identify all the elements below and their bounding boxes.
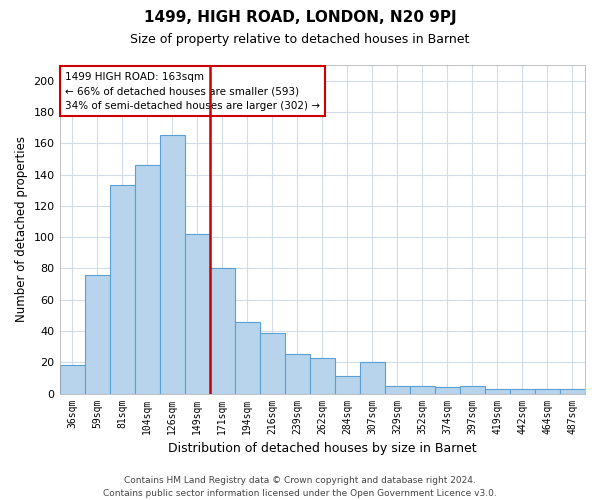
- Bar: [460, 386, 485, 394]
- Bar: [410, 386, 435, 394]
- Bar: [235, 322, 260, 394]
- Bar: [435, 388, 460, 394]
- X-axis label: Distribution of detached houses by size in Barnet: Distribution of detached houses by size …: [168, 442, 476, 455]
- Bar: [285, 354, 310, 394]
- Bar: [535, 389, 560, 394]
- Bar: [260, 332, 285, 394]
- Bar: [110, 186, 134, 394]
- Bar: [385, 386, 410, 394]
- Bar: [335, 376, 360, 394]
- Bar: [160, 136, 185, 394]
- Bar: [310, 358, 335, 394]
- Y-axis label: Number of detached properties: Number of detached properties: [15, 136, 28, 322]
- Bar: [360, 362, 385, 394]
- Text: Size of property relative to detached houses in Barnet: Size of property relative to detached ho…: [130, 32, 470, 46]
- Bar: [85, 274, 110, 394]
- Text: 1499, HIGH ROAD, LONDON, N20 9PJ: 1499, HIGH ROAD, LONDON, N20 9PJ: [143, 10, 457, 25]
- Bar: [560, 389, 585, 394]
- Bar: [59, 366, 85, 394]
- Text: Contains HM Land Registry data © Crown copyright and database right 2024.
Contai: Contains HM Land Registry data © Crown c…: [103, 476, 497, 498]
- Bar: [209, 268, 235, 394]
- Bar: [185, 234, 209, 394]
- Bar: [134, 165, 160, 394]
- Bar: [510, 389, 535, 394]
- Bar: [485, 389, 510, 394]
- Text: 1499 HIGH ROAD: 163sqm
← 66% of detached houses are smaller (593)
34% of semi-de: 1499 HIGH ROAD: 163sqm ← 66% of detached…: [65, 72, 320, 111]
